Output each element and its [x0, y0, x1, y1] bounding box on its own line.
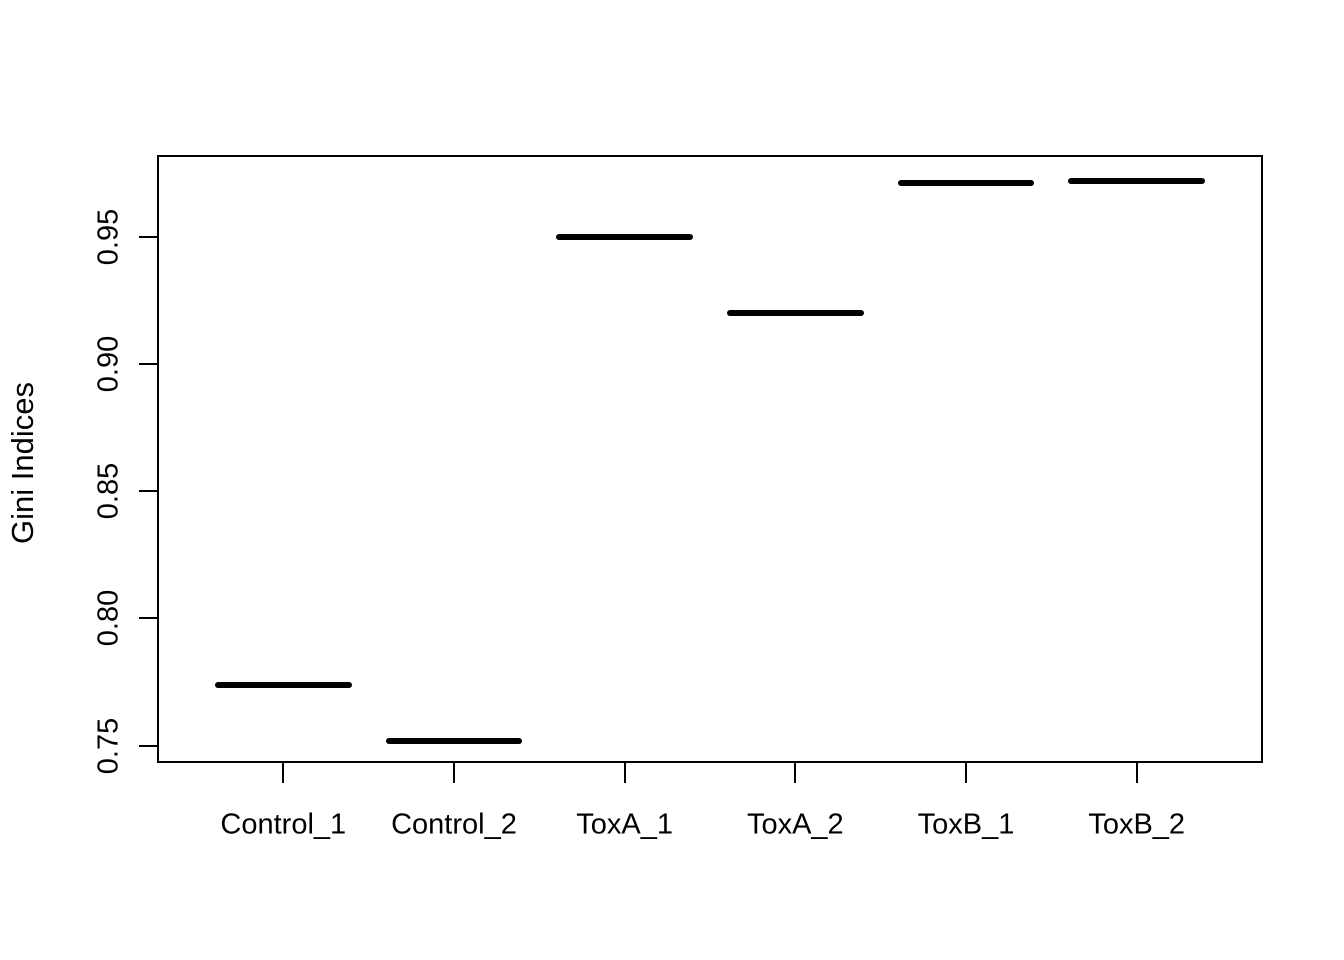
x-category-label: ToxA_1 — [576, 808, 674, 841]
y-tick-mark — [139, 490, 157, 493]
y-tick-mark — [139, 235, 157, 238]
median-line — [385, 737, 523, 744]
median-line — [727, 310, 864, 317]
x-tick-mark — [965, 763, 968, 783]
x-category-label: ToxA_2 — [746, 808, 844, 841]
x-category-label: Control_1 — [220, 808, 347, 841]
y-tick-label: 0.75 — [92, 717, 125, 774]
y-tick-mark — [139, 617, 157, 620]
y-axis-title: Gini Indices — [5, 382, 40, 544]
x-category-label: ToxB_2 — [1088, 808, 1186, 841]
x-tick-mark — [282, 763, 285, 783]
x-category-label: ToxB_1 — [917, 808, 1015, 841]
x-tick-mark — [623, 763, 626, 783]
y-tick-label: 0.95 — [92, 208, 125, 265]
y-tick-label: 0.80 — [92, 590, 125, 647]
y-tick-label: 0.90 — [92, 335, 125, 393]
median-line — [1068, 177, 1205, 184]
x-tick-mark — [452, 763, 455, 783]
y-tick-label: 0.85 — [92, 462, 125, 520]
x-tick-mark — [794, 763, 797, 783]
x-tick-mark — [1135, 763, 1138, 783]
plot-frame — [157, 155, 1263, 763]
y-tick-mark — [139, 362, 157, 365]
x-category-label: Control_2 — [391, 808, 517, 841]
median-line — [556, 233, 693, 240]
median-line — [897, 180, 1035, 187]
y-tick-mark — [139, 744, 157, 747]
median-line — [215, 681, 352, 688]
